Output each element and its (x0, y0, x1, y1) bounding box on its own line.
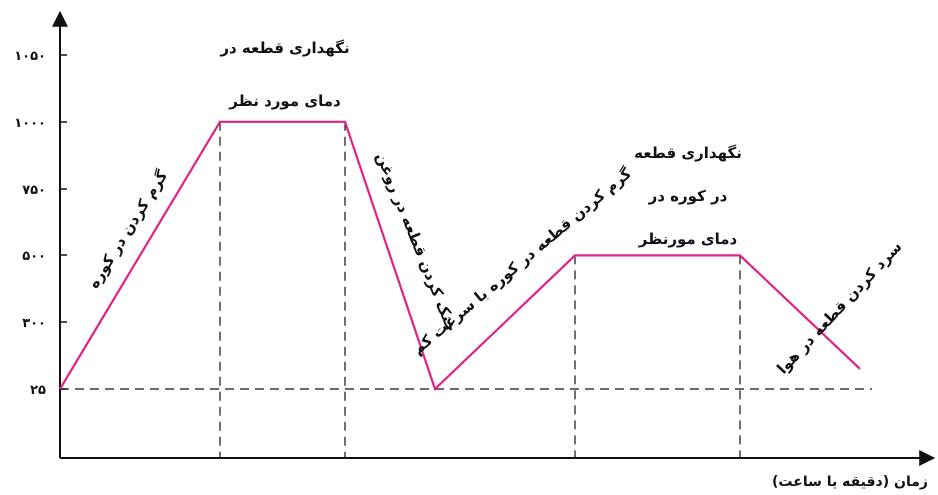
y-tick-label: ۱۰۰۰ (14, 116, 46, 131)
y-tick-label: ۲۵ (30, 383, 46, 398)
annotation-hold2-line2: در کوره در (648, 187, 728, 205)
annotation-hold1-line1: نگهداری قطعه در (219, 39, 349, 57)
series-group (59, 120, 861, 391)
annotation-hold2-line1: نگهداری قطعه (634, 144, 742, 162)
annotation-heat2: گرم کردن قطعه در کوره با سرعت کم (409, 164, 635, 358)
x-axis-label: زمان (دقیقه یا ساعت) (772, 474, 928, 490)
y-tick-label: ۱۰۵۰ (14, 49, 46, 64)
annotation-hold2-line3: دمای مورنظر (638, 230, 738, 248)
annotations: نگهداری قطعه در دمای مورد نظر گرم کردن د… (84, 39, 905, 378)
annotation-heat1: گرم کردن در کوره (84, 167, 171, 291)
y-tick-label: ۵۰۰ (22, 249, 46, 264)
y-tick-labels: ۲۵ ۳۰۰ ۵۰۰ ۷۵۰ ۱۰۰۰ ۱۰۵۰ (14, 49, 46, 398)
annotation-aircool: سرد کردن قطعه در هوا (773, 238, 905, 378)
y-ticks (60, 54, 67, 390)
annotation-hold1-line2: دمای مورد نظر (228, 92, 341, 110)
dashed-guides (60, 121, 872, 458)
process-line (59, 120, 861, 391)
y-tick-label: ۷۵۰ (22, 183, 46, 198)
y-tick-label: ۳۰۰ (22, 316, 46, 331)
